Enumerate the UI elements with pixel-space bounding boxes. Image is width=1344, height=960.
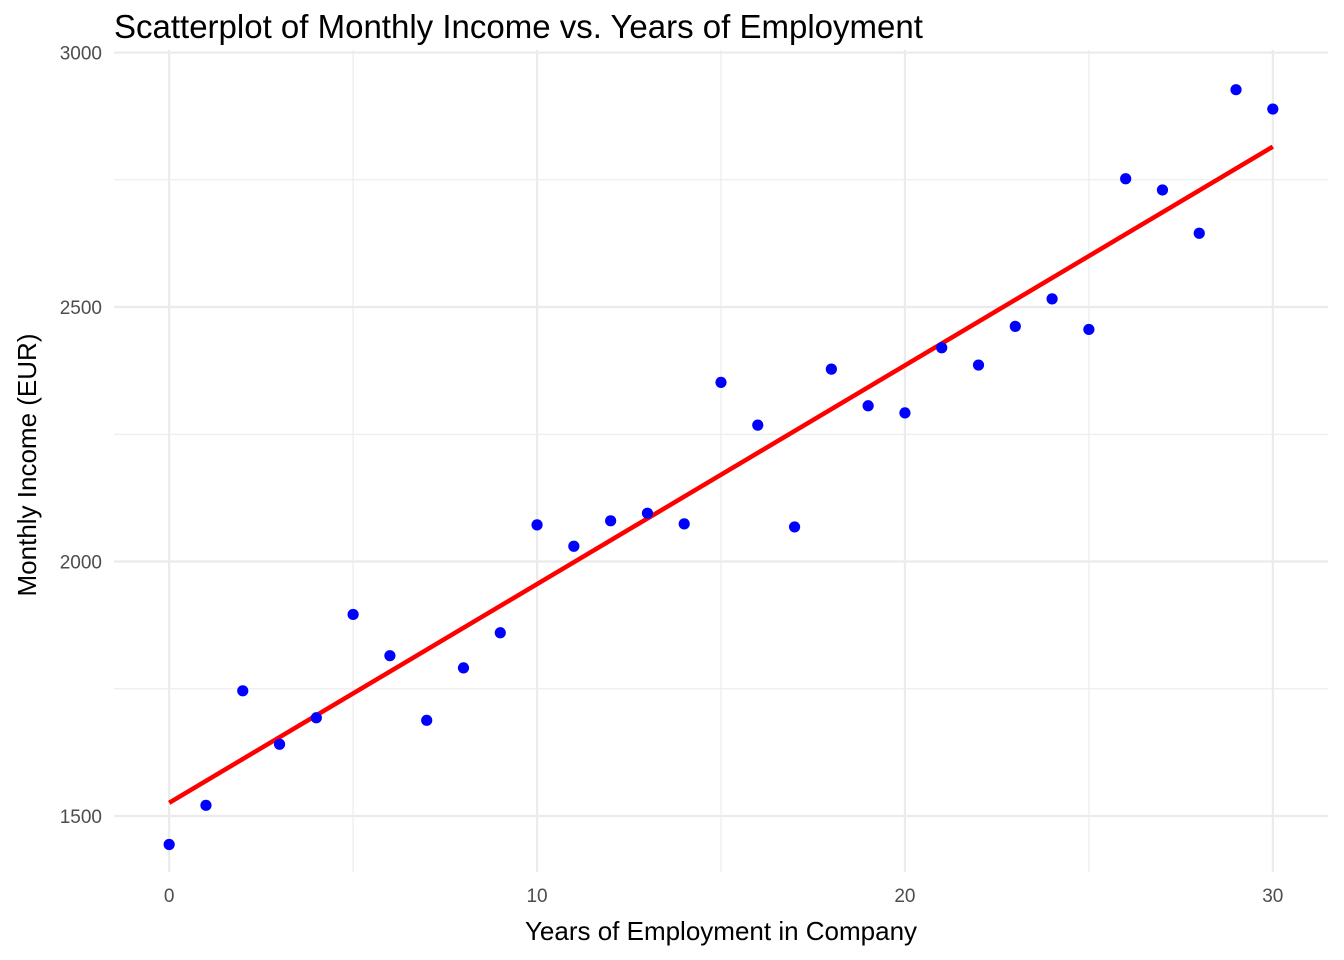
trend-line xyxy=(168,144,1274,805)
x-tick-label: 20 xyxy=(894,886,915,907)
data-point xyxy=(752,419,764,431)
x-tick-label: 10 xyxy=(526,886,547,907)
chart-title: Scatterplot of Monthly Income vs. Years … xyxy=(114,8,923,45)
trend-line-group xyxy=(168,144,1274,805)
data-point xyxy=(1230,84,1242,96)
data-point xyxy=(200,799,212,811)
data-point xyxy=(678,518,690,530)
data-point xyxy=(788,521,801,533)
data-point xyxy=(531,519,543,531)
y-axis-ticks: 1500 2000 2500 3000 xyxy=(60,44,102,828)
data-point xyxy=(972,359,985,371)
data-point xyxy=(1009,320,1021,332)
y-axis-title: Monthly Income (EUR) xyxy=(12,334,42,597)
data-point xyxy=(899,407,911,419)
y-tick-label: 2000 xyxy=(60,553,102,574)
x-axis-ticks: 0 10 20 30 xyxy=(164,886,1283,907)
x-tick-label: 0 xyxy=(164,886,175,907)
data-point xyxy=(163,838,175,851)
x-tick-label: 30 xyxy=(1262,886,1283,907)
data-point xyxy=(715,376,727,388)
data-point xyxy=(273,738,286,750)
grid-lines xyxy=(114,50,1328,872)
data-point xyxy=(936,342,948,354)
data-point xyxy=(347,608,359,621)
data-point xyxy=(421,714,433,726)
data-point xyxy=(237,685,249,697)
x-axis-title: Years of Employment in Company xyxy=(525,916,917,946)
data-point xyxy=(1156,184,1169,196)
data-point xyxy=(384,650,396,662)
data-point xyxy=(494,627,506,639)
data-point xyxy=(1193,227,1205,239)
data-point xyxy=(862,400,874,412)
data-point xyxy=(310,712,322,724)
data-point xyxy=(605,515,617,527)
data-point xyxy=(568,540,580,552)
data-point xyxy=(457,662,470,674)
data-points xyxy=(163,84,1279,851)
data-point xyxy=(1120,173,1132,185)
y-tick-label: 3000 xyxy=(60,44,102,65)
data-point xyxy=(1046,293,1058,305)
y-tick-label: 2500 xyxy=(60,298,102,319)
data-point xyxy=(825,363,837,375)
data-point xyxy=(641,507,654,519)
data-point xyxy=(1267,103,1279,115)
data-point xyxy=(1083,323,1095,336)
y-tick-label: 1500 xyxy=(60,807,102,828)
